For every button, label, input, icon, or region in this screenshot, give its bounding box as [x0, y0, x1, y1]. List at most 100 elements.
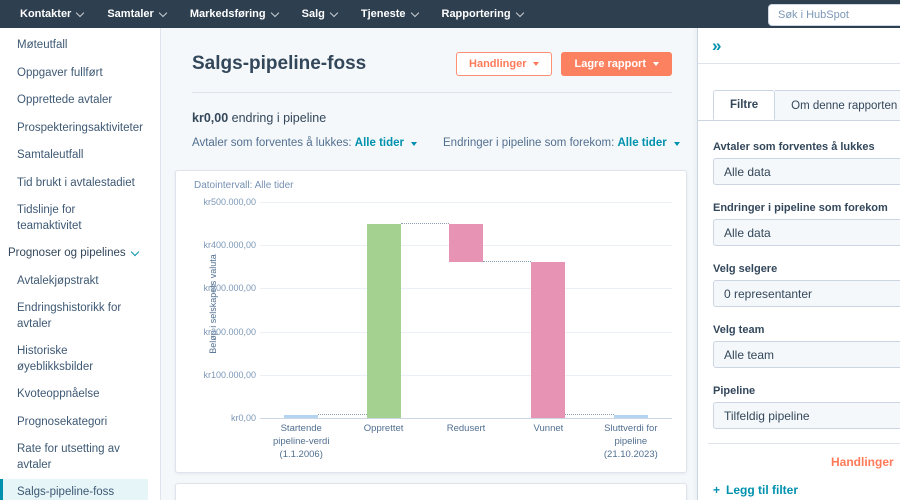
- filter-field-avtaler-som-forventes-å-lukkes: Avtaler som forventes å lukkes Alle data: [713, 141, 900, 185]
- report-filter-label: Avtaler som forventes å lukkes:: [192, 137, 355, 149]
- y-tick-label: kr300.000,00: [203, 283, 256, 294]
- caret-down-icon: [653, 62, 659, 66]
- filter-field-select-velg-selgere[interactable]: 0 representanter: [713, 280, 900, 307]
- waterfall-connector: [318, 414, 367, 415]
- chart-plot: [260, 202, 672, 419]
- filter-field-select-endringer-i-pipeline-som-forekom[interactable]: Alle data: [713, 219, 900, 246]
- filters-panel: » Filtre Om denne rapporten Avtaler som f…: [697, 28, 900, 500]
- report-filter-value-dropdown[interactable]: Alle tider: [355, 137, 417, 149]
- tab-filtre[interactable]: Filtre: [713, 90, 776, 120]
- chevron-down-icon: [76, 8, 85, 18]
- chart-date-range-label: Datointervall: Alle tider: [194, 180, 294, 191]
- pipeline-change-value: kr0,00: [192, 111, 229, 125]
- sidebar-list: Møteutfall Oppgaver fullført Opprettede av…: [0, 28, 160, 500]
- caret-down-icon: [411, 142, 417, 146]
- chart-bar-sluttverdi-for-pipeline-21-10-2023[interactable]: [613, 415, 648, 418]
- sidebar-item-label: Prognoser og pipelines: [8, 247, 126, 260]
- sidebar-item-label: Oppgaver fullført: [17, 66, 103, 79]
- sidebar-item-label: Opprettede avtaler: [17, 94, 113, 107]
- nav-item-rapportering[interactable]: Rapportering: [441, 8, 524, 20]
- actions-button-label: Handlinger: [469, 58, 527, 70]
- filter-field-label: Velg selgere: [713, 263, 778, 275]
- sidebar-item-tid-brukt-i-avtalestadiet[interactable]: Tid brukt i avtalestadiet: [0, 170, 148, 198]
- filter-field-select-pipeline[interactable]: Tilfeldig pipeline: [713, 402, 900, 429]
- y-tick-label: kr0,00: [230, 413, 256, 423]
- sidebar-item-prospekteringsaktiviteter[interactable]: Prospekteringsaktiviteter: [0, 115, 148, 143]
- sidebar-item-prognosekategori[interactable]: Prognosekategori: [0, 409, 148, 437]
- nav-item-label: Markedsføring: [189, 8, 266, 20]
- sidebar-item-label: Avtalekjøpstrakt: [17, 274, 99, 287]
- chart-bar-opprettet[interactable]: [366, 223, 401, 418]
- nav-item-label: Tjeneste: [360, 8, 406, 20]
- y-tick-label: kr100.000,00: [203, 369, 256, 380]
- waterfall-connector: [483, 260, 532, 262]
- report-filter-avtaler-som-forventes-å-lukkes: Avtaler som forventes å lukkes: Alle tid…: [192, 137, 417, 149]
- sidebar-item-historiske-øyeblikksbilder[interactable]: Historiske øyeblikksbilder: [0, 338, 148, 381]
- report-filters-row: Avtaler som forventes å lukkes: Alle tid…: [160, 125, 697, 149]
- sidebar-item-label: Rate for utsetting av avtaler: [17, 443, 120, 471]
- y-tick-label: kr200.000,00: [203, 326, 256, 337]
- sidebar-item-salgs-pipeline-foss[interactable]: Salgs-pipeline-foss: [0, 479, 148, 500]
- tab-om-denne-rapporten[interactable]: Om denne rapporten: [775, 90, 900, 120]
- chart-xlabels: Startende pipeline-verdi (1.1.2006) Oppre…: [260, 423, 672, 461]
- caret-down-icon: [533, 62, 540, 66]
- nav-item-label: Rapportering: [441, 8, 511, 20]
- sidebar-item-rate-for-utsetting-av-avtaler[interactable]: Rate for utsetting av avtaler: [0, 436, 148, 479]
- waterfall-connector: [400, 222, 449, 224]
- sidebar-item-tidslinje-for-teamaktivitet[interactable]: Tidslinje for teamaktivitet: [0, 197, 148, 240]
- filter-field-select-avtaler-som-forventes-å-lukkes[interactable]: Alle data: [713, 158, 900, 185]
- search-input[interactable]: [768, 4, 900, 26]
- navbar-menu: Kontakter Samtaler Markedsføring Salg Tjenes…: [0, 8, 524, 20]
- chart-bar-startende-pipeline-verdi-1-1-2006[interactable]: [284, 415, 319, 418]
- filter-field-value: Alle data: [724, 164, 771, 179]
- save-report-button-label: Lagre rapport: [574, 58, 646, 70]
- actions-button[interactable]: Handlinger: [456, 52, 553, 76]
- panel-actions-link[interactable]: Handlinger: [831, 455, 894, 469]
- chevron-down-icon: [158, 8, 168, 18]
- gridline: [260, 418, 672, 419]
- header-divider: [192, 92, 672, 93]
- sidebar-item-prognoser-og-pipelines[interactable]: Prognoser og pipelines: [0, 240, 148, 268]
- sidebar-item-opprettede-avtaler[interactable]: Opprettede avtaler: [0, 87, 148, 115]
- sidebar-item-label: Tidslinje for teamaktivitet: [17, 204, 82, 232]
- sidebar-item-endringshistorikk-for-avtaler[interactable]: Endringshistorikk for avtaler: [0, 295, 148, 338]
- chevron-down-icon: [515, 8, 524, 18]
- filter-field-pipeline: Pipeline Tilfeldig pipeline: [713, 385, 900, 429]
- chart-bar-redusert[interactable]: [449, 223, 483, 262]
- sidebar-item-møteutfall[interactable]: Møteutfall: [0, 32, 148, 60]
- sidebar-item-label: Samtaleutfall: [17, 149, 84, 162]
- filter-field-select-velg-team[interactable]: Alle team: [713, 341, 900, 368]
- collapse-panel-icon[interactable]: »: [712, 36, 722, 55]
- filter-field-label: Velg team: [713, 324, 765, 336]
- sidebar-item-label: Historiske øyeblikksbilder: [17, 345, 94, 373]
- nav-item-tjeneste[interactable]: Tjeneste: [360, 8, 419, 20]
- save-report-button[interactable]: Lagre rapport: [561, 52, 672, 76]
- main-content: Salgs-pipeline-foss Handlinger Lagre rap…: [160, 28, 697, 500]
- nav-item-label: Samtaler: [107, 8, 154, 20]
- waterfall-connector: [565, 414, 614, 415]
- sidebar-item-label: Kvoteoppnåelse: [17, 388, 100, 401]
- chevron-down-icon: [329, 8, 339, 18]
- gridline: [260, 202, 672, 203]
- sidebar-item-label: Prospekteringsaktiviteter: [17, 121, 143, 134]
- sidebar-item-avtalekjøpstrakt[interactable]: Avtalekjøpstrakt: [0, 268, 148, 296]
- nav-item-salg[interactable]: Salg: [301, 8, 339, 20]
- sidebar-item-oppgaver-fullført[interactable]: Oppgaver fullført: [0, 60, 148, 88]
- x-axis-label: Redusert: [446, 423, 486, 434]
- chart-bar-vunnet[interactable]: [531, 261, 566, 418]
- add-filter-link[interactable]: + Legg til filter: [713, 483, 798, 497]
- nav-item-label: Salg: [301, 8, 325, 20]
- x-axis-label: Startende pipeline-verdi (1.1.2006): [272, 423, 330, 460]
- filter-field-label: Pipeline: [713, 385, 756, 397]
- sidebar-item-label: Prognosekategori: [17, 415, 108, 428]
- nav-item-markedsføring[interactable]: Markedsføring: [189, 8, 279, 20]
- nav-item-samtaler[interactable]: Samtaler: [107, 8, 168, 20]
- nav-item-kontakter[interactable]: Kontakter: [20, 8, 85, 20]
- report-header: Salgs-pipeline-foss Handlinger Lagre rap…: [160, 28, 697, 76]
- report-filter-value-dropdown[interactable]: Alle tider: [618, 137, 680, 149]
- sidebar-item-samtaleutfall[interactable]: Samtaleutfall: [0, 142, 148, 170]
- gridline: [260, 331, 672, 333]
- sidebar-item-kvoteoppnåelse[interactable]: Kvoteoppnåelse: [0, 381, 148, 409]
- plus-icon: +: [713, 483, 721, 497]
- filter-field-label: Avtaler som forventes å lukkes: [713, 141, 875, 153]
